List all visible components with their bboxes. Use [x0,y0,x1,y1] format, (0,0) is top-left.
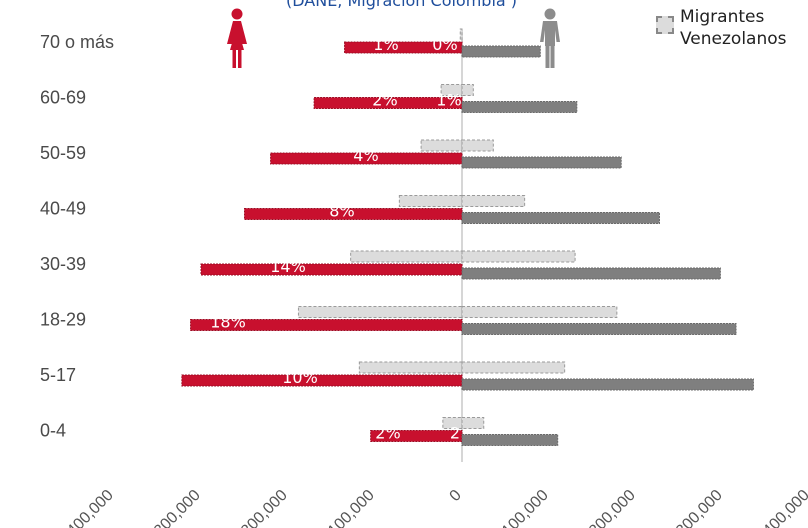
male-bar [461,212,660,224]
female-bar [181,374,463,387]
migrant-bar-right [461,361,566,374]
x-tick-label: 100,000 [499,487,552,528]
data-label: 18% [210,313,246,332]
category-label: 50-59 [40,143,86,163]
category-label: 40-49 [40,199,86,219]
category-label: 5-17 [40,365,76,385]
migrant-bar-left [350,250,463,263]
migrant-bar-left [420,139,463,152]
data-label: 1% [373,35,398,54]
x-tick-label: 200,000 [586,487,639,528]
male-bar [461,156,622,169]
legend-label-migrantes: Migrantes Venezolanos [680,7,787,49]
migrant-bar-right [461,139,494,152]
data-label: 2 [450,424,460,443]
x-tick-label: 400,000 [760,487,808,528]
data-label: 14% [270,257,306,276]
category-label: 70 o más [40,32,114,52]
x-tick-label: 0 [447,487,465,505]
migrant-bar-left [358,361,463,374]
chart-title: (DANE, Migración Colombia ) [286,0,518,10]
x-tick-label: 300,000 [151,487,204,528]
data-label: 4% [353,146,378,165]
migrant-bar-left [398,195,463,207]
male-bar [461,434,559,446]
migrant-bar-left [297,306,463,318]
legend-swatch-migrantes [656,16,674,34]
migrant-bar-left [459,28,463,41]
x-tick-label: 400,000 [64,487,117,528]
category-label: 18-29 [40,310,86,330]
category-label: 60-69 [40,88,86,108]
data-label: 2% [372,91,397,110]
male-bar [461,323,737,335]
migrant-bar-right [461,250,576,263]
migrant-bar-left [442,417,463,429]
male-bar [461,267,721,280]
category-label: 30-39 [40,254,86,274]
migrant-bar-right [461,195,526,207]
male-bar [461,101,578,113]
x-tick-label: 200,000 [238,487,291,528]
legend: Migrantes Venezolanos [656,6,808,50]
data-label: 2% [375,424,400,443]
x-tick-label: 300,000 [673,487,726,528]
data-label: 1% [436,91,461,110]
data-label: 0% [432,35,457,54]
male-bar [461,45,541,58]
data-label: 10% [282,368,318,387]
data-label: 8% [329,202,354,221]
female-bar [200,263,463,276]
x-tick-label: 100,000 [325,487,378,528]
migrant-bar-right [461,417,485,429]
migrant-bar-right [461,306,618,318]
male-person-icon [540,8,560,68]
female-bar [344,41,463,54]
migrant-bar-right [461,84,474,96]
female-person-icon [227,8,247,68]
category-label: 0-4 [40,421,66,441]
male-bar [461,378,754,391]
